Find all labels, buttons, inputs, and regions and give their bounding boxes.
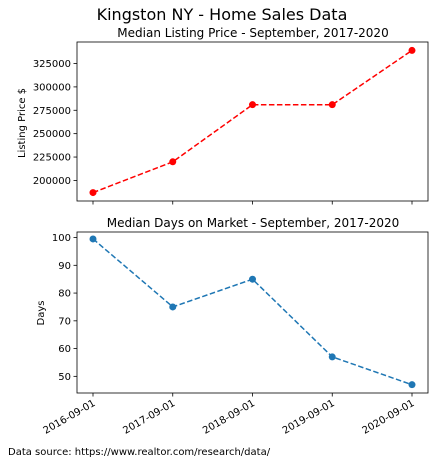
- y-tick-label: 275000: [33, 106, 71, 117]
- axes-frame: [76, 41, 429, 202]
- x-tick-label: 2016-09-01: [42, 398, 98, 437]
- chart-listing-price: Median Listing Price - September, 2017-2…: [17, 26, 429, 205]
- data-point: [169, 158, 177, 166]
- x-tick-label: 2017-09-01: [121, 398, 177, 437]
- y-tick-label: 50: [58, 372, 71, 383]
- data-point: [408, 46, 416, 54]
- data-point: [169, 303, 177, 311]
- y-tick-label: 225000: [33, 153, 71, 164]
- y-tick-label: 70: [58, 316, 71, 327]
- data-point: [249, 101, 256, 109]
- y-tick-label: 250000: [33, 129, 71, 140]
- chart-title: Median Days on Market - September, 2017-…: [107, 216, 400, 230]
- plot-area: 50 60 70 80 90 100 2016-09-01 2017-09-01 2018-09…: [42, 231, 429, 437]
- series-line: [92, 49, 413, 194]
- y-tick-label: 325000: [33, 59, 71, 70]
- y-tick-label: 200000: [33, 176, 71, 187]
- x-tick-label: 2020-09-01: [361, 398, 417, 437]
- plot-area: 200000 225000 250000 275000 300000 325000: [33, 41, 429, 205]
- data-source-note: Data source: https://www.realtor.com/res…: [8, 447, 271, 458]
- data-point: [408, 381, 416, 389]
- series-line: [92, 238, 413, 386]
- y-axis-label: Listing Price $: [17, 88, 28, 158]
- chart-days-on-market: Median Days on Market - September, 2017-…: [36, 216, 429, 437]
- data-point: [328, 101, 336, 109]
- data-point: [249, 275, 256, 283]
- data-point: [89, 189, 97, 197]
- axes-frame: [76, 231, 429, 394]
- x-tick-label: 2019-09-01: [281, 398, 337, 437]
- y-tick-label: 100: [52, 233, 71, 244]
- y-tick-label: 90: [58, 261, 71, 272]
- y-tick-label: 300000: [33, 82, 71, 93]
- y-tick-label: 80: [58, 289, 71, 300]
- data-point: [89, 235, 97, 243]
- figure-suptitle: Kingston NY - Home Sales Data: [97, 5, 348, 24]
- chart-title: Median Listing Price - September, 2017-2…: [117, 26, 388, 40]
- y-axis-label: Days: [36, 301, 47, 326]
- data-point: [328, 353, 336, 361]
- x-tick-label: 2018-09-01: [201, 398, 257, 437]
- y-tick-label: 60: [58, 344, 71, 355]
